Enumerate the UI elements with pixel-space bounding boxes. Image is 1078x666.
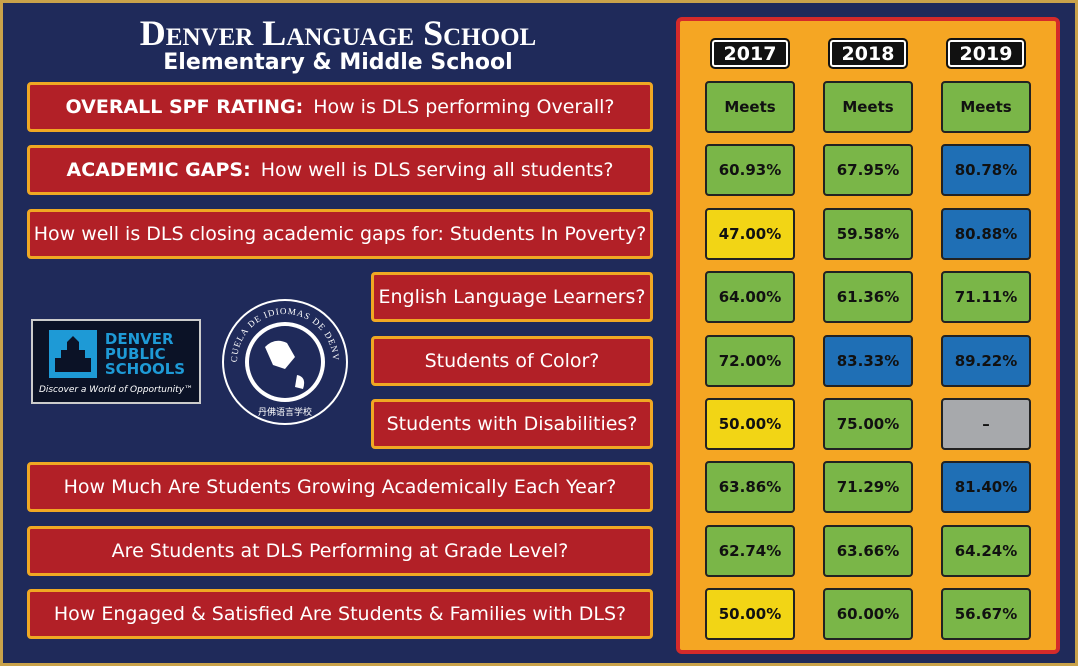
dps-word: DENVER (104, 329, 174, 348)
result-cell: Meets (941, 81, 1031, 133)
result-cell: 50.00% (705, 398, 795, 450)
result-cell: 56.67% (941, 588, 1031, 641)
result-cell: 61.36% (823, 271, 913, 324)
year-header: 2018 (828, 38, 908, 69)
question: How well is DLS closing academic gaps fo… (27, 208, 653, 259)
dps-word: PUBLIC (104, 344, 166, 363)
question-text: How Much Are Students Growing Academical… (63, 476, 617, 499)
result-cell: 47.00% (705, 207, 795, 260)
dps-tagline: Discover a World of Opportunity™ (38, 385, 194, 395)
result-cell: 80.78% (941, 144, 1031, 197)
dps-icon (48, 330, 97, 378)
year-header: 2017 (710, 38, 790, 69)
result-cell: 80.88% (941, 207, 1031, 260)
question-text: Students with Disabilities? (386, 413, 638, 435)
year-header: 2019 (946, 38, 1026, 69)
question: Students with Disabilities? (371, 399, 653, 449)
seal-chinese: 丹佛语言学校 (258, 406, 312, 418)
result-cell: 60.93% (705, 144, 795, 197)
result-cell: 59.58% (823, 207, 913, 260)
result-cell: – (941, 398, 1031, 450)
result-cell: 63.86% (705, 461, 795, 514)
result-cell: 71.29% (823, 461, 913, 514)
result-cell: 75.00% (823, 398, 913, 450)
subtitle: Elementary & Middle School (163, 49, 513, 75)
question-text: Students of Color? (424, 349, 600, 372)
result-cell: 71.11% (941, 271, 1031, 324)
result-cell: 62.74% (705, 524, 795, 577)
result-cell: 64.00% (705, 271, 795, 324)
result-cell: 83.33% (823, 334, 913, 387)
result-cell: 89.22% (941, 334, 1031, 387)
result-cell: 60.00% (823, 588, 913, 641)
question-text: Are Students at DLS Performing at Grade … (111, 539, 569, 562)
result-cell: Meets (705, 81, 795, 133)
question-text: How well is DLS serving all students? (260, 159, 614, 182)
question-text: How is DLS performing Overall? (313, 96, 615, 118)
result-cell: 72.00% (705, 334, 795, 387)
title: Denver Language School (139, 13, 537, 53)
question: ACADEMIC GAPS: How well is DLS serving al… (27, 145, 653, 196)
result-cell: 81.40% (941, 461, 1031, 514)
question-text: English Language Learners? (378, 286, 646, 309)
question: Students of Color? (371, 335, 653, 386)
result-cell: 64.24% (941, 524, 1031, 577)
result-cell: 50.00% (705, 588, 795, 641)
question-lead: ACADEMIC GAPS: (66, 159, 251, 182)
dps-logo: DENVER PUBLIC SCHOOLS Discover a World o… (31, 319, 201, 404)
question-text: How well is DLS closing academic gaps fo… (33, 222, 647, 245)
question: English Language Learners? (371, 272, 653, 323)
result-cell: 67.95% (823, 144, 913, 197)
question: Are Students at DLS Performing at Grade … (27, 525, 653, 576)
school-seal: ESCUELA DE IDIOMAS DE DENVER 丹佛语言学校 (215, 297, 348, 425)
question: OVERALL SPF RATING: How is DLS performing… (27, 82, 653, 132)
question-lead: OVERALL SPF RATING: (65, 96, 304, 118)
result-cell: Meets (823, 81, 913, 133)
question-text: How Engaged & Satisfied Are Students & F… (53, 603, 627, 626)
question: How Much Are Students Growing Academical… (27, 462, 653, 513)
question: How Engaged & Satisfied Are Students & F… (27, 589, 653, 640)
result-cell: 63.66% (823, 524, 913, 577)
dps-word: SCHOOLS (104, 359, 186, 378)
